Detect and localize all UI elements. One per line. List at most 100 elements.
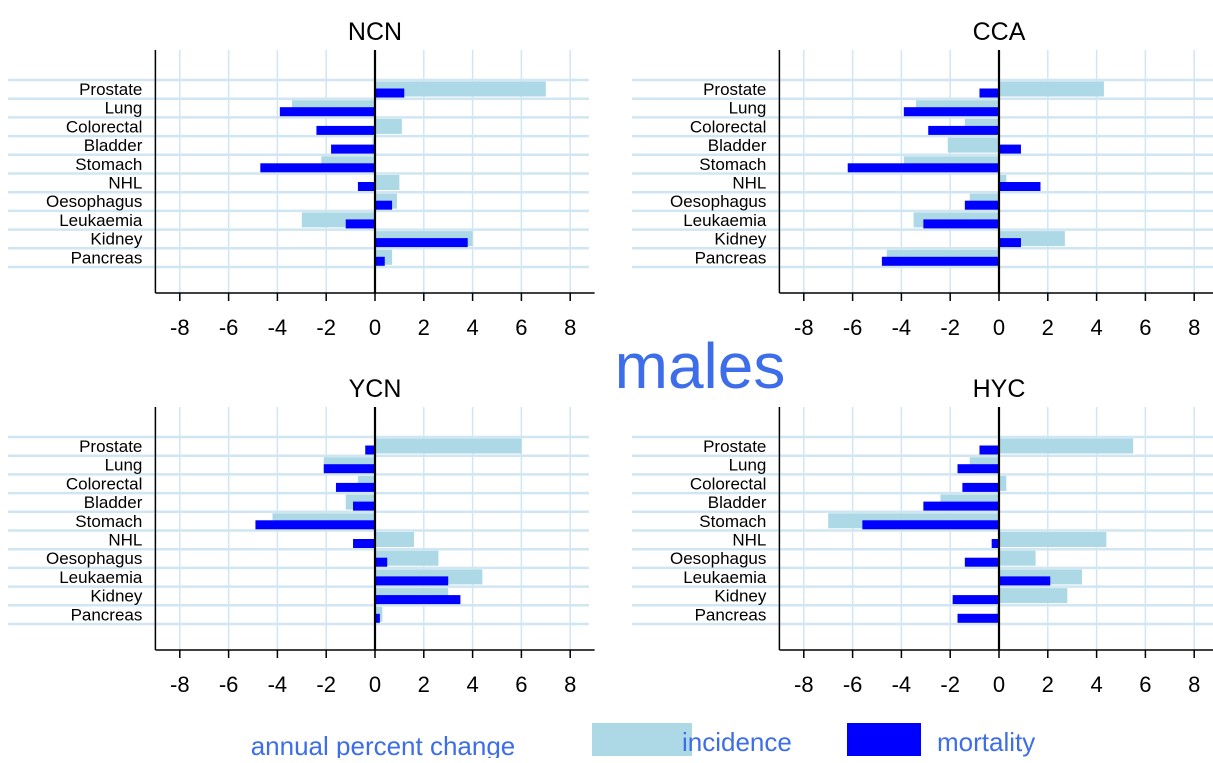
x-tick-label: 6	[1139, 672, 1151, 697]
x-tick-label: 4	[466, 315, 478, 340]
bar-incidence-nhl	[999, 532, 1107, 547]
category-label: Lung	[729, 456, 767, 475]
category-label: Lung	[105, 456, 143, 475]
category-label: Leukaemia	[59, 211, 143, 230]
category-label: Prostate	[79, 437, 142, 456]
category-label: Leukaemia	[683, 211, 767, 230]
category-label: Pancreas	[71, 605, 143, 624]
category-label: Pancreas	[695, 605, 767, 624]
bar-mortality-leukaemia	[375, 576, 449, 586]
x-tick-label: -2	[316, 672, 336, 697]
panel-title: CCA	[973, 18, 1026, 46]
bar-incidence-nhl	[375, 532, 415, 547]
x-tick-label: 0	[369, 672, 381, 697]
bar-mortality-oesophagus	[964, 557, 999, 567]
bar-incidence-prostate	[999, 438, 1134, 454]
x-tick-label: -2	[316, 315, 336, 340]
x-tick-label: -8	[794, 672, 814, 697]
category-label: Pancreas	[71, 248, 143, 267]
legend-mortality-label: mortality	[937, 727, 1035, 757]
bar-mortality-nhl	[999, 182, 1041, 191]
category-label: Prostate	[79, 80, 142, 99]
bar-mortality-colorectal	[335, 482, 375, 492]
bar-incidence-prostate	[375, 438, 522, 454]
category-label: Kidney	[714, 230, 766, 249]
bar-mortality-pancreas	[375, 613, 380, 623]
legend-mortality-swatch	[847, 723, 921, 756]
bar-mortality-nhl	[357, 182, 375, 191]
bar-mortality-colorectal	[928, 125, 999, 135]
bar-mortality-bladder	[331, 144, 375, 154]
category-label: Bladder	[84, 493, 143, 512]
category-label: Lung	[729, 99, 767, 118]
bar-incidence-prostate	[999, 81, 1104, 97]
x-tick-label: 2	[418, 315, 430, 340]
bar-mortality-stomach	[260, 163, 375, 173]
category-label: Stomach	[75, 512, 142, 531]
panel-title: YCN	[349, 375, 402, 403]
category-label: Colorectal	[66, 474, 143, 493]
x-tick-label: 2	[418, 672, 430, 697]
category-label: Kidney	[90, 230, 142, 249]
bar-mortality-pancreas	[375, 256, 385, 266]
category-label: Bladder	[708, 136, 767, 155]
category-label: Bladder	[84, 136, 143, 155]
bar-mortality-prostate	[979, 445, 999, 455]
bar-incidence-nhl	[375, 175, 400, 190]
category-label: Leukaemia	[683, 568, 767, 587]
bar-mortality-nhl	[353, 539, 375, 548]
category-label: Pancreas	[695, 248, 767, 267]
bar-mortality-kidney	[375, 238, 468, 248]
bar-mortality-lung	[957, 464, 999, 474]
category-label: Oesophagus	[46, 192, 142, 211]
bar-mortality-leukaemia	[345, 219, 375, 229]
x-tick-label: 4	[1090, 672, 1102, 697]
panel-ncn: ProstateLungColorectalBladderStomachNHLO…	[8, 18, 595, 340]
category-label: Colorectal	[690, 117, 767, 136]
bar-incidence-bladder	[947, 137, 999, 153]
bar-mortality-lung	[323, 464, 375, 474]
bar-mortality-kidney	[999, 238, 1021, 248]
x-tick-label: 8	[1188, 672, 1200, 697]
x-tick-label: -6	[219, 672, 239, 697]
x-tick-label: -2	[940, 672, 960, 697]
x-tick-label: -8	[170, 315, 190, 340]
bar-mortality-bladder	[353, 501, 375, 511]
bar-mortality-prostate	[979, 88, 999, 98]
bar-incidence-kidney	[999, 588, 1068, 604]
x-tick-label: 0	[993, 672, 1005, 697]
x-tick-label: -6	[219, 315, 239, 340]
bar-mortality-oesophagus	[964, 200, 999, 210]
bar-incidence-colorectal	[999, 475, 1007, 491]
x-tick-label: 0	[993, 315, 1005, 340]
bar-incidence-oesophagus	[999, 550, 1036, 566]
bar-incidence-oesophagus	[375, 550, 439, 566]
bar-mortality-pancreas	[957, 613, 999, 623]
bar-mortality-bladder	[923, 501, 999, 511]
category-label: Stomach	[699, 512, 766, 531]
category-label: Stomach	[699, 155, 766, 174]
x-tick-label: 2	[1042, 672, 1054, 697]
bar-mortality-kidney	[952, 595, 999, 605]
x-tick-label: 8	[564, 672, 576, 697]
bar-mortality-lung	[279, 107, 375, 117]
category-label: Colorectal	[66, 117, 143, 136]
category-label: NHL	[108, 531, 142, 550]
x-tick-label: -4	[892, 672, 912, 697]
category-label: Colorectal	[690, 474, 767, 493]
bar-incidence-colorectal	[375, 118, 402, 134]
bar-mortality-oesophagus	[375, 557, 388, 567]
bar-mortality-colorectal	[316, 125, 375, 135]
bar-mortality-stomach	[862, 520, 999, 530]
x-tick-label: 6	[515, 315, 527, 340]
bar-mortality-lung	[903, 107, 999, 117]
bar-mortality-prostate	[375, 88, 405, 98]
bar-mortality-pancreas	[881, 256, 999, 266]
x-tick-label: 6	[1139, 315, 1151, 340]
x-tick-label: -6	[843, 315, 863, 340]
x-tick-label: 4	[1090, 315, 1102, 340]
x-tick-label: -2	[940, 315, 960, 340]
category-label: Leukaemia	[59, 568, 143, 587]
